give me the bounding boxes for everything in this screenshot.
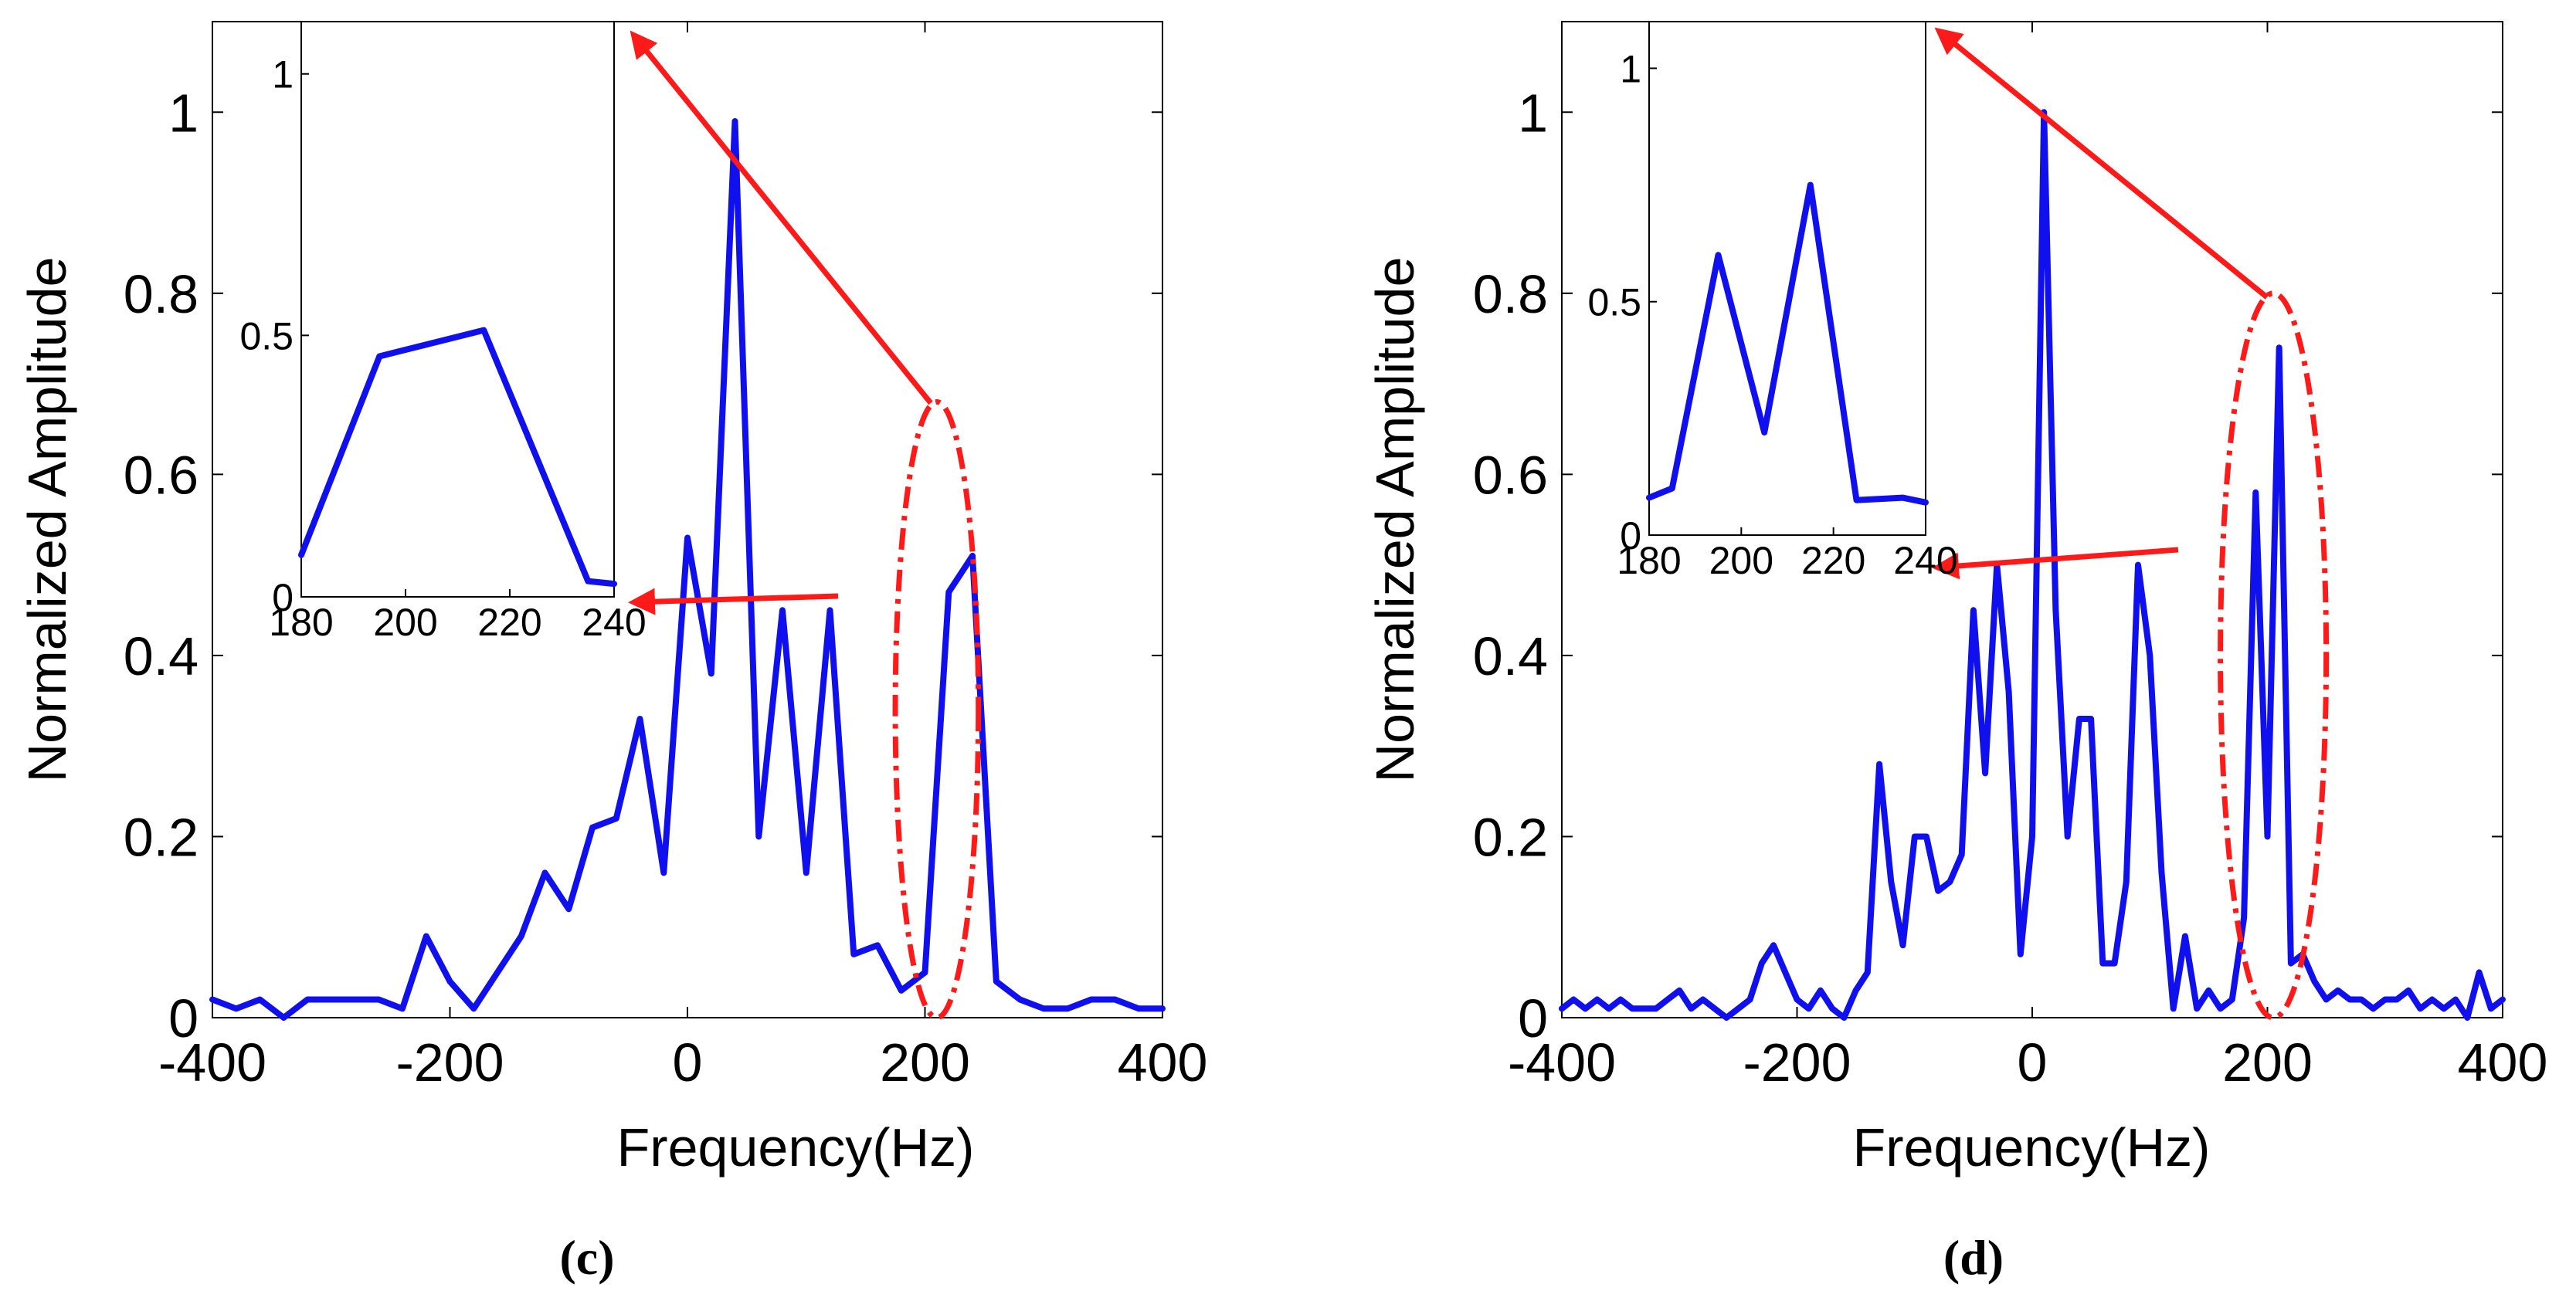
panel-d-ytick-label: 0.6 — [1473, 445, 1548, 505]
panel-d-inset: 180 200 220 240 0 0.5 1 — [1587, 21, 1958, 582]
panel-c-xlabel: Frequency(Hz) — [617, 1117, 975, 1177]
panel-d-xtick-label: 0 — [2018, 1032, 2048, 1093]
panel-d-arrow-top — [1934, 27, 2269, 300]
panel-c-ylabel: Normalized Amplitude — [17, 257, 77, 783]
panel-c-ytick-label: 0.6 — [124, 445, 199, 505]
panel-c-axes: -400 -200 0 200 400 0 0.2 0.4 0.6 0.8 1 — [124, 22, 1208, 1093]
panel-d-inset-frame — [1648, 21, 1926, 536]
panel-d-inset-ytick-label: 1 — [1620, 47, 1641, 90]
panel-c-inset-frame — [300, 21, 615, 598]
panel-d-spectrum-line — [1559, 109, 2506, 1021]
panel-c-xtick-label: -200 — [395, 1032, 504, 1093]
panel-c-ytick-label: 1 — [168, 83, 199, 143]
panel-d-highlight-ellipse — [2218, 290, 2330, 1021]
panel-c-inset-ytick-label: 0 — [272, 576, 294, 619]
panel-d-ylabel: Normalized Amplitude — [1365, 257, 1425, 783]
panel-d-inset-ytick-label: 0 — [1620, 514, 1641, 557]
panel-c-inset-xtick-label: 240 — [582, 601, 646, 644]
panel-c-ytick-label: 0 — [168, 988, 199, 1049]
panel-d-xtick-label: -400 — [1508, 1032, 1616, 1093]
panel-d-ytick-label: 0.2 — [1473, 807, 1548, 867]
panel-c: -400 -200 0 200 400 0 0.2 0.4 0.6 0.8 1 180 200 220 2… — [17, 21, 1208, 1285]
panel-c-ytick-label: 0.4 — [124, 626, 199, 686]
panel-d-xtick-label: 400 — [2458, 1032, 2548, 1093]
panel-d-axes: -400 -200 0 200 400 0 0.2 0.4 0.6 0.8 1 — [1473, 22, 2548, 1093]
panel-d-xtick-label: 200 — [2222, 1032, 2313, 1093]
panel-c-xtick-label: 0 — [673, 1032, 703, 1093]
panel-c-caption: (c) — [559, 1230, 614, 1285]
panel-c-highlight-ellipse — [892, 399, 982, 1021]
panel-d-ytick-label: 0.8 — [1473, 264, 1548, 324]
panel-d-xtick-label: -200 — [1743, 1032, 1851, 1093]
panel-d-ytick-label: 0 — [1518, 988, 1548, 1049]
panel-d-xlabel: Frequency(Hz) — [1853, 1117, 2211, 1177]
panel-d-arrow-bottom — [1932, 547, 2179, 580]
panel-d-caption: (d) — [1943, 1230, 2004, 1285]
panel-d-inset-xtick-label: 220 — [1801, 539, 1865, 582]
panel-d-inset-ytick-label: 0.5 — [1587, 281, 1641, 324]
panel-c-inset-xtick-label: 200 — [373, 601, 437, 644]
panel-c-xtick-label: 200 — [880, 1032, 970, 1093]
panel-c-inset-ytick-label: 0.5 — [239, 314, 294, 357]
panel-c-inset-xtick-label: 220 — [477, 601, 541, 644]
panel-d-inset-line — [1646, 181, 1929, 506]
panel-c-ytick-label: 0.8 — [124, 264, 199, 324]
panel-d-ytick-label: 1 — [1518, 83, 1548, 143]
panel-c-inset: 180 200 220 240 0 0.5 1 — [239, 21, 647, 644]
panel-c-xtick-label: -400 — [158, 1032, 266, 1093]
panel-d-inset-xtick-label: 240 — [1893, 539, 1957, 582]
panel-c-inset-xtick-label: 180 — [269, 601, 333, 644]
panel-d: -400 -200 0 200 400 0 0.2 0.4 0.6 0.8 1 180 200 220 2… — [1365, 21, 2548, 1285]
panel-d-ytick-label: 0.4 — [1473, 626, 1548, 686]
panel-c-spectrum-line — [209, 118, 1166, 1021]
panel-c-arrow-top — [630, 30, 933, 405]
panel-c-inset-ytick-label: 1 — [272, 53, 294, 97]
panel-c-inset-line — [298, 327, 617, 588]
panel-c-arrow-bottom — [628, 588, 839, 615]
panel-d-inset-xtick-label: 200 — [1709, 539, 1773, 582]
panel-c-ytick-label: 0.2 — [124, 807, 199, 867]
panel-d-inset-xtick-label: 180 — [1617, 539, 1681, 582]
panel-c-xtick-label: 400 — [1118, 1032, 1208, 1093]
